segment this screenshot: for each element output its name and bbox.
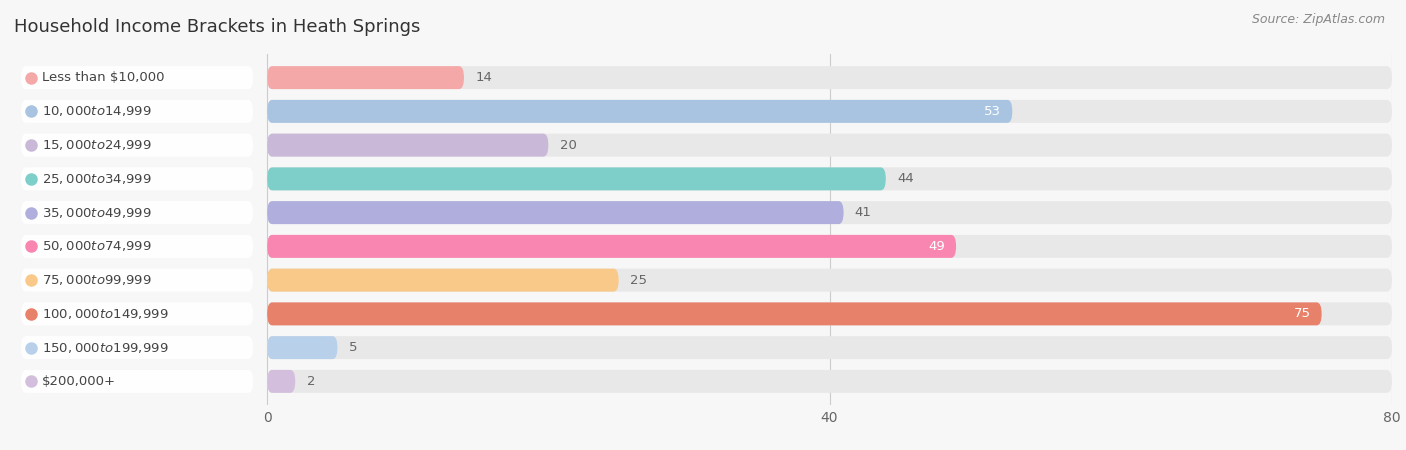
FancyBboxPatch shape [267, 302, 1322, 325]
FancyBboxPatch shape [267, 370, 295, 393]
FancyBboxPatch shape [267, 269, 1392, 292]
Text: 53: 53 [984, 105, 1001, 118]
FancyBboxPatch shape [267, 201, 1392, 224]
Text: 20: 20 [560, 139, 576, 152]
Text: $200,000+: $200,000+ [42, 375, 117, 388]
Text: Source: ZipAtlas.com: Source: ZipAtlas.com [1251, 14, 1385, 27]
Text: $10,000 to $14,999: $10,000 to $14,999 [42, 104, 152, 118]
Text: 41: 41 [855, 206, 872, 219]
FancyBboxPatch shape [21, 269, 253, 292]
Text: 5: 5 [349, 341, 357, 354]
Text: $100,000 to $149,999: $100,000 to $149,999 [42, 307, 169, 321]
FancyBboxPatch shape [267, 167, 1392, 190]
FancyBboxPatch shape [21, 370, 253, 393]
FancyBboxPatch shape [21, 302, 253, 325]
Text: $50,000 to $74,999: $50,000 to $74,999 [42, 239, 152, 253]
FancyBboxPatch shape [267, 269, 619, 292]
FancyBboxPatch shape [267, 235, 1392, 258]
FancyBboxPatch shape [21, 235, 253, 258]
Text: 14: 14 [475, 71, 492, 84]
Text: $75,000 to $99,999: $75,000 to $99,999 [42, 273, 152, 287]
FancyBboxPatch shape [267, 100, 1012, 123]
Text: 44: 44 [897, 172, 914, 185]
FancyBboxPatch shape [267, 201, 844, 224]
FancyBboxPatch shape [267, 302, 1392, 325]
Text: 49: 49 [928, 240, 945, 253]
Text: $15,000 to $24,999: $15,000 to $24,999 [42, 138, 152, 152]
FancyBboxPatch shape [21, 66, 253, 89]
Text: $35,000 to $49,999: $35,000 to $49,999 [42, 206, 152, 220]
FancyBboxPatch shape [267, 370, 1392, 393]
FancyBboxPatch shape [267, 235, 956, 258]
Text: $150,000 to $199,999: $150,000 to $199,999 [42, 341, 169, 355]
Text: $25,000 to $34,999: $25,000 to $34,999 [42, 172, 152, 186]
FancyBboxPatch shape [21, 167, 253, 190]
Text: Less than $10,000: Less than $10,000 [42, 71, 165, 84]
FancyBboxPatch shape [267, 336, 337, 359]
Text: 2: 2 [307, 375, 315, 388]
Text: 75: 75 [1294, 307, 1310, 320]
Text: Household Income Brackets in Heath Springs: Household Income Brackets in Heath Sprin… [14, 18, 420, 36]
FancyBboxPatch shape [267, 66, 1392, 89]
FancyBboxPatch shape [267, 100, 1392, 123]
FancyBboxPatch shape [21, 100, 253, 123]
FancyBboxPatch shape [21, 201, 253, 224]
FancyBboxPatch shape [267, 134, 548, 157]
FancyBboxPatch shape [21, 134, 253, 157]
FancyBboxPatch shape [267, 336, 1392, 359]
FancyBboxPatch shape [267, 134, 1392, 157]
Text: 25: 25 [630, 274, 647, 287]
FancyBboxPatch shape [267, 167, 886, 190]
FancyBboxPatch shape [21, 336, 253, 359]
FancyBboxPatch shape [267, 66, 464, 89]
